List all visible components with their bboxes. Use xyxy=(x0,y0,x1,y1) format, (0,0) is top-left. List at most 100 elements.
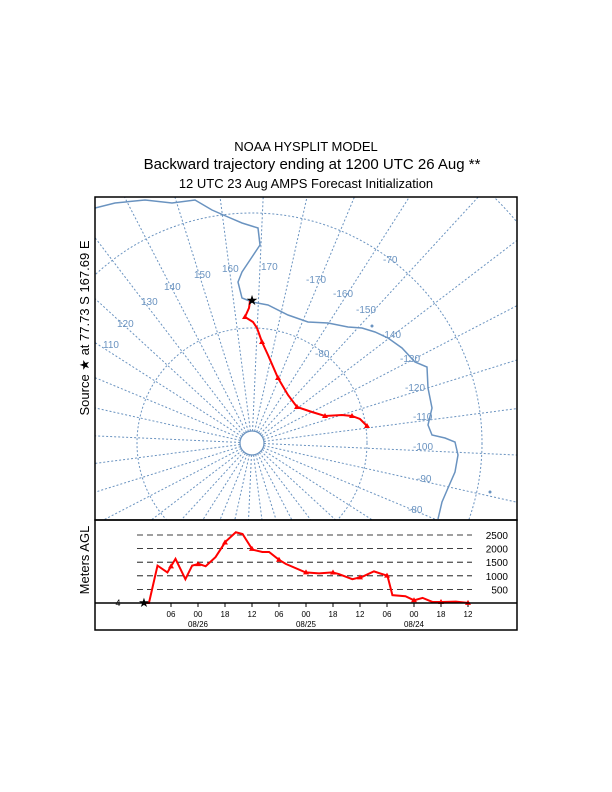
date-label: 08/24 xyxy=(404,620,425,629)
meridian-line xyxy=(263,408,517,442)
meridian-line xyxy=(254,197,308,432)
latitude-label: -80 xyxy=(315,349,330,360)
meridian-line xyxy=(95,298,244,436)
altitude-panel: 5001000150020002500406001812060018120600… xyxy=(115,531,508,629)
height-marker xyxy=(249,545,255,551)
height-marker xyxy=(411,597,417,603)
meridian-line xyxy=(95,446,241,493)
title-init: 12 UTC 23 Aug AMPS Forecast Initializati… xyxy=(179,176,433,191)
trajectory-marker xyxy=(242,314,248,319)
x-tick-label: 00 xyxy=(194,610,203,619)
y-tick-label: 1500 xyxy=(486,558,509,569)
meridian-line xyxy=(258,197,410,434)
meridian-line xyxy=(261,449,373,520)
longitude-label: 170 xyxy=(261,262,278,273)
height-marker xyxy=(303,569,309,575)
x-tick-label: 06 xyxy=(167,610,176,619)
longitude-label: -170 xyxy=(306,275,326,286)
longitude-label: -130 xyxy=(400,354,420,365)
x-tick-label: 12 xyxy=(464,610,473,619)
meridian-line xyxy=(150,449,243,520)
trajectory-marker xyxy=(259,339,265,344)
meridian-line xyxy=(258,452,312,520)
map-panel: 110 120 130 140 150 160 170 -170 -160-150 -140 -13… xyxy=(95,197,517,520)
meridian-line xyxy=(95,237,246,434)
trajectory-marker xyxy=(275,375,281,380)
meridian-line xyxy=(202,452,246,520)
island-dot xyxy=(488,490,492,494)
longitude-label: -100 xyxy=(413,442,433,453)
x-tick-label: 00 xyxy=(410,610,419,619)
height-marker xyxy=(276,556,282,562)
title-trajectory: Backward trajectory ending at 1200 UTC 2… xyxy=(144,156,481,173)
coastline xyxy=(95,199,459,520)
trajectory-marker xyxy=(349,413,355,418)
pole-circle xyxy=(239,430,265,456)
longitude-label: 110 xyxy=(103,340,119,351)
longitude-label: 140 xyxy=(164,282,181,293)
date-label: 08/26 xyxy=(188,620,209,629)
y-tick-label: 500 xyxy=(491,585,508,596)
meridian-line xyxy=(257,453,293,520)
longitude-label: -80 xyxy=(408,505,423,516)
longitude-label: -150 xyxy=(356,305,376,316)
meridian-line xyxy=(95,444,241,464)
height-marker xyxy=(384,572,390,578)
height-marker xyxy=(222,539,228,545)
island-dot xyxy=(370,324,374,328)
meridian-line xyxy=(262,447,438,520)
height-marker xyxy=(168,563,174,569)
meridian-line xyxy=(103,448,242,520)
trajectory-marker xyxy=(294,404,300,409)
longitude-label: 130 xyxy=(141,297,158,308)
longitude-label: -110 xyxy=(413,412,433,423)
meridian-line xyxy=(260,450,337,520)
longitude-label: -120 xyxy=(405,383,425,394)
meridian-line xyxy=(256,197,355,433)
height-series-line xyxy=(144,531,470,604)
meridian-line xyxy=(95,342,243,437)
title-model: NOAA HYSPLIT MODEL xyxy=(234,139,378,154)
latitude-ring xyxy=(136,327,368,520)
meridian-line xyxy=(95,435,241,443)
meridian-line xyxy=(259,197,479,435)
x-tick-label: 12 xyxy=(248,610,257,619)
y-tick-label: 2500 xyxy=(486,531,509,542)
date-label: 08/25 xyxy=(296,620,317,629)
meridian-line xyxy=(253,454,263,520)
x-tick-label: 12 xyxy=(356,610,365,619)
height-marker xyxy=(357,574,363,580)
longitude-label: -160 xyxy=(333,289,353,300)
meridian-line xyxy=(95,407,241,441)
source-label: Source ★ at 77.73 S 167.69 E xyxy=(77,240,92,415)
y-tick-label: 1000 xyxy=(486,572,509,583)
meridian-line xyxy=(124,197,247,433)
y-tick-label: 2000 xyxy=(486,545,509,556)
meridian-line xyxy=(234,454,250,520)
meridian-line xyxy=(263,359,517,440)
trajectory-marker xyxy=(364,423,370,428)
meridian-line xyxy=(252,197,264,432)
longitude-label: 150 xyxy=(194,270,211,281)
longitude-label: -140 xyxy=(381,330,401,341)
meridian-line xyxy=(263,443,517,456)
trajectory-marker xyxy=(322,413,328,418)
x-tick-label: 18 xyxy=(437,610,446,619)
meridian-line xyxy=(219,197,251,432)
meridian-line xyxy=(255,454,277,520)
height-marker xyxy=(195,561,201,567)
meridian-line xyxy=(263,445,517,503)
trajectory-path xyxy=(243,300,368,427)
latitude-ring xyxy=(493,197,517,224)
meridian-line xyxy=(180,451,245,520)
x-tick-label: 06 xyxy=(275,610,284,619)
longitude-label: 160 xyxy=(222,264,239,275)
x-tick-label: 00 xyxy=(302,610,311,619)
source-star-icon: ★ xyxy=(246,292,259,308)
meridian-line xyxy=(95,377,242,439)
lat-lon-grid xyxy=(95,197,517,520)
altitude-frame xyxy=(94,519,518,631)
x-tick-label: 18 xyxy=(221,610,230,619)
meridian-line xyxy=(248,454,252,520)
